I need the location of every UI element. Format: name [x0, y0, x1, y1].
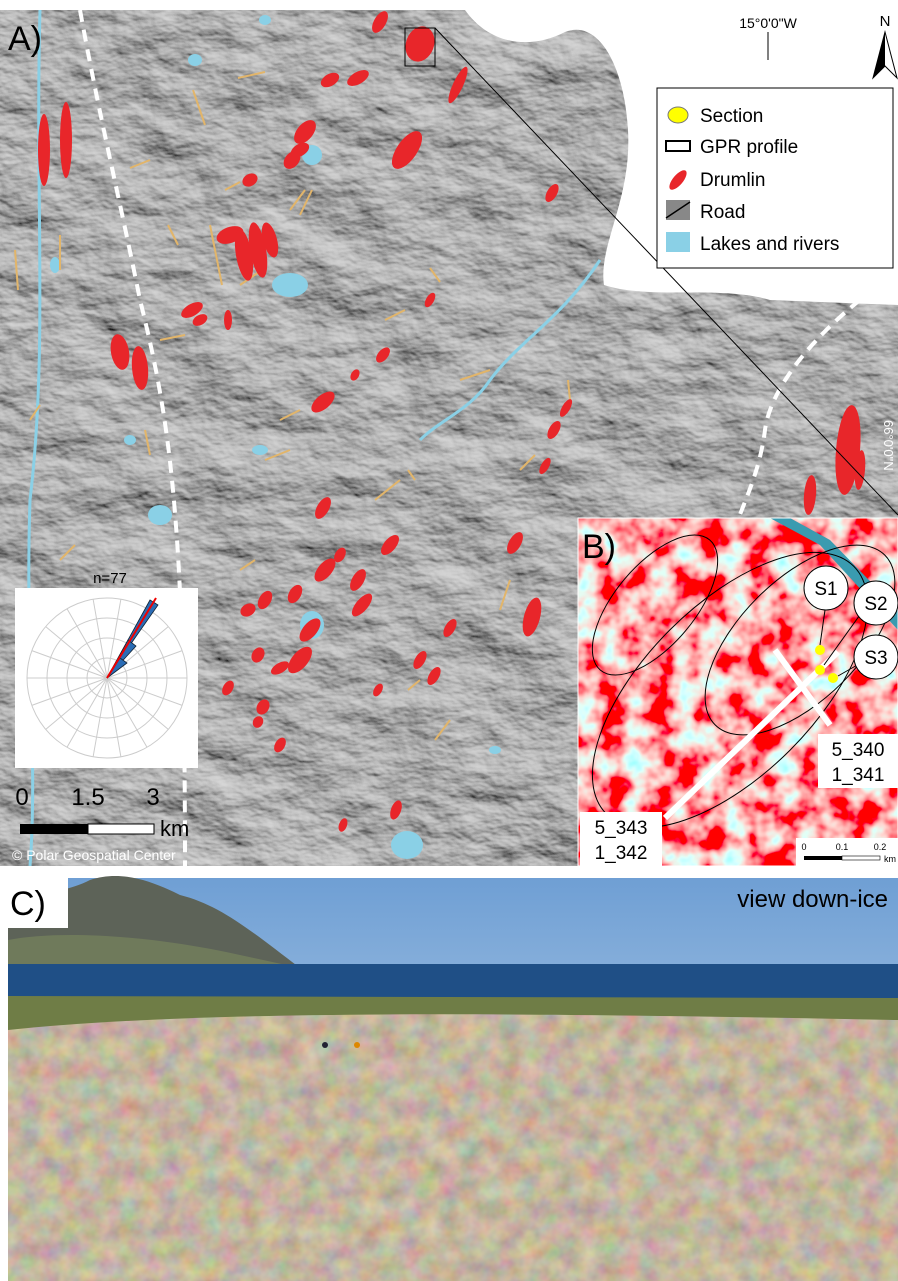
figure: A) 15°0'0"W N 66°0'0"N Section GPR profi… — [0, 0, 898, 1281]
section-label: S2 — [864, 594, 887, 615]
north-label: N — [880, 13, 891, 30]
sea — [8, 964, 898, 998]
lake — [188, 54, 202, 66]
scale-segment — [842, 856, 880, 860]
section-label: S1 — [814, 579, 837, 600]
lake — [148, 505, 172, 525]
legend-symbol — [666, 232, 690, 252]
section-label: S3 — [864, 648, 887, 669]
rose-diagram: n=77 — [15, 570, 198, 768]
lake — [252, 445, 268, 455]
lake — [391, 831, 423, 859]
panel-b: B) S1 S2 S3 5_340 1_341 5_343 1_342 0 0.… — [546, 506, 898, 874]
lake — [50, 257, 60, 273]
profile-label: 5_340 — [832, 740, 885, 761]
rose-count: n=77 — [93, 570, 127, 587]
credit: © Polar Geospatial Center — [12, 847, 176, 863]
profile-label: 1_342 — [595, 843, 648, 864]
ground — [8, 1014, 898, 1281]
panel-label: A) — [8, 20, 42, 58]
scale-label: 1.5 — [71, 784, 104, 811]
drumlin — [38, 114, 50, 186]
scale-unit: km — [160, 816, 189, 841]
legend-label: Lakes and rivers — [700, 234, 839, 255]
panel-label: B) — [582, 528, 616, 566]
legend-label: Drumlin — [700, 170, 765, 191]
drumlin — [224, 310, 232, 330]
scale-label: 0.1 — [836, 842, 849, 852]
scale-label: 3 — [146, 784, 159, 811]
profile-label: 1_341 — [832, 765, 885, 786]
legend-label: Road — [700, 202, 745, 223]
person — [322, 1042, 328, 1048]
section-point — [815, 645, 825, 655]
scale-label: 0 — [15, 784, 28, 811]
panel-label: C) — [10, 885, 46, 923]
legend-label: GPR profile — [700, 137, 798, 158]
scale-segment — [20, 824, 88, 834]
panel-c: C) view down-ice — [8, 876, 898, 1281]
scale-unit: km — [884, 854, 896, 864]
margin — [0, 0, 898, 10]
lake — [272, 273, 308, 297]
lake — [124, 435, 136, 445]
drumlin — [60, 102, 72, 178]
lake — [259, 15, 271, 25]
longitude-label: 15°0'0"W — [739, 15, 797, 31]
legend-symbol — [666, 141, 690, 151]
section-point — [828, 673, 838, 683]
scale-segment — [804, 856, 842, 860]
legend-symbol — [668, 107, 688, 123]
scale-segment — [88, 824, 154, 834]
legend: Section GPR profile Drumlin Road Lakes a… — [657, 88, 893, 268]
caption: view down-ice — [737, 886, 888, 913]
scale-label: 0.2 — [874, 842, 887, 852]
legend-label: Section — [700, 106, 763, 127]
profile-label: 5_343 — [595, 818, 648, 839]
lake — [489, 746, 501, 754]
section-point — [815, 665, 825, 675]
latitude-label: 66°0'0"N — [881, 420, 896, 471]
person — [354, 1042, 360, 1048]
scale-label: 0 — [801, 842, 806, 852]
